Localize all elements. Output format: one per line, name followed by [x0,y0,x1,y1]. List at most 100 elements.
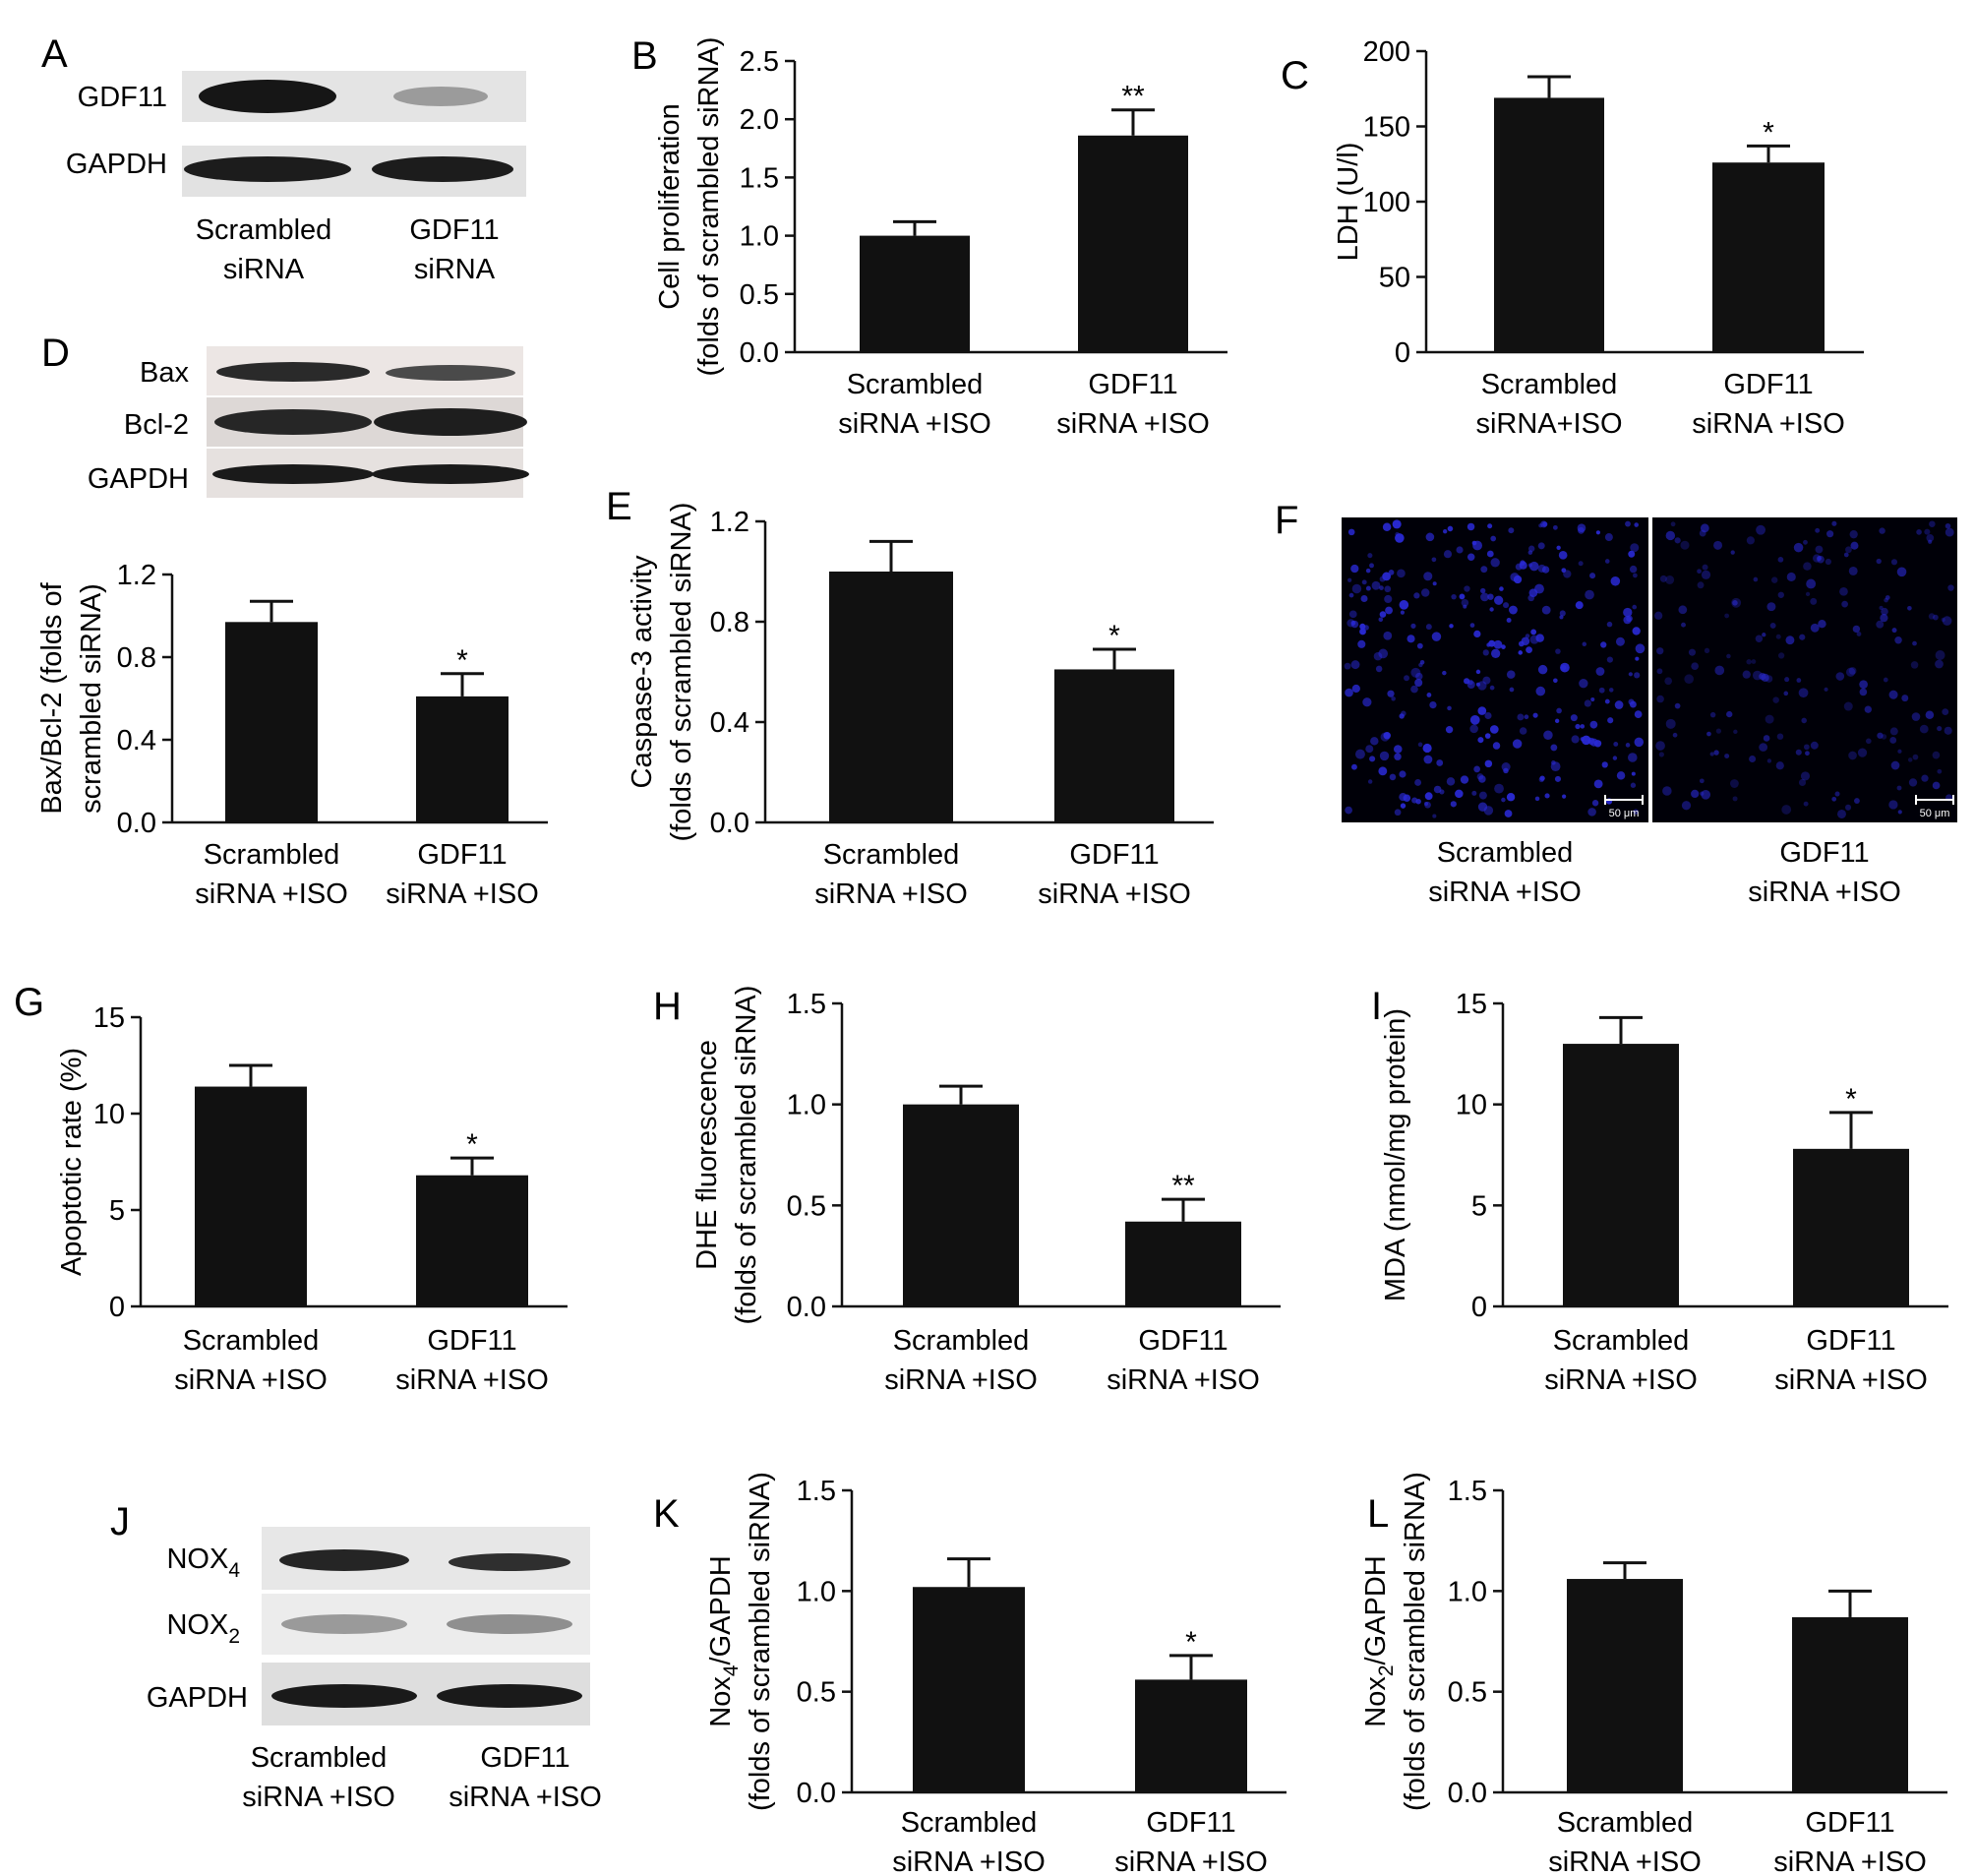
nucleus-dot [1628,550,1636,558]
nucleus-dot [1831,796,1837,802]
panel-b-y-axis-label: Cell proliferation [654,103,686,310]
nucleus-dot [1921,774,1929,782]
nucleus-dot [1854,798,1860,804]
panel-d-y-axis-label: Bax/Bcl-2 (folds of [36,581,68,814]
nucleus-dot [1460,775,1469,784]
nucleus-dot [1394,745,1403,754]
nucleus-dot [1384,585,1392,593]
panel-l-category-label: Scrambled [1557,1807,1694,1839]
nucleus-dot [1556,707,1562,714]
nucleus-dot [1890,559,1898,566]
blot-j-col-label: Scrambled [251,1742,388,1774]
nucleus-dot [1589,573,1596,579]
panel-b-letter: B [631,34,658,78]
panel-c-category-label: Scrambled [1481,369,1618,400]
nucleus-dot [1456,546,1464,554]
nucleus-dot [1362,697,1372,707]
nucleus-dot [1674,702,1681,709]
nucleus-dot [1425,624,1432,631]
nucleus-dot [1749,756,1757,763]
nucleus-dot [1478,775,1486,783]
nucleus-dot [1601,761,1608,768]
nucleus-dot [1534,583,1544,594]
blot-a-row-label: GAPDH [66,149,167,180]
nucleus-dot [1554,718,1560,723]
nucleus-dot [1379,611,1387,618]
panel-i-category-label: siRNA +ISO [1774,1364,1928,1396]
nucleus-dot [1697,569,1702,575]
panel-g-y-axis-label: Apoptotic rate (%) [56,1048,88,1276]
nucleus-dot [1935,650,1945,660]
nucleus-dot [1849,530,1858,539]
panel-d-significance: * [456,644,468,677]
nucleus-dot [1521,636,1530,645]
nucleus-dot [1704,647,1710,654]
nucleus-dot [1635,643,1646,654]
nucleus-dot [1506,793,1516,802]
blot-j-band-gapdh-sirna [437,1684,582,1708]
nucleus-dot [1561,568,1567,574]
nucleus-dot [1432,814,1437,818]
nucleus-dot [1482,676,1491,685]
panel-i-letter: I [1371,985,1382,1028]
blot-a-band-gapdh-sirna [372,156,513,182]
panel-c-y-tick-label: 200 [1363,36,1410,68]
nucleus-dot [1471,790,1477,796]
nucleus-dot [1713,750,1719,756]
nucleus-dot [1803,539,1808,545]
image-f-col-label: GDF11 [1779,837,1869,869]
panel-a-letter: A [41,32,68,76]
nucleus-dot [1604,698,1610,704]
nucleus-dot [1766,602,1776,612]
nucleus-dot [1888,800,1898,810]
nucleus-dot [1473,630,1481,638]
nucleus-dot [1359,628,1366,635]
scale-bar-label: 50 μm [1920,808,1950,819]
nucleus-dot [1451,593,1457,600]
nucleus-dot [1442,529,1448,534]
blot-a-band-gdf11-scrambled [199,80,336,113]
nucleus-dot [1423,572,1433,581]
nucleus-dot [1575,601,1584,610]
nucleus-dot [1361,579,1367,585]
nucleus-dot [1702,564,1708,571]
panel-c-bar [1494,97,1604,353]
nucleus-dot [1701,790,1711,800]
nucleus-dot [1803,801,1809,807]
panel-c-bar [1712,162,1825,352]
nucleus-dot [1755,635,1764,642]
nucleus-dot [1466,522,1475,531]
nucleus-dot [1613,742,1619,747]
nucleus-dot [1431,557,1437,563]
panel-h-significance: ** [1171,1170,1195,1202]
nucleus-dot [1535,686,1546,696]
nucleus-dot [1665,530,1676,541]
nucleus-dot [1796,678,1802,683]
nucleus-dot [1560,662,1570,673]
nucleus-dot [1665,575,1675,584]
panel-j: J NOX4 NOX2 GAPDH Scrambled siRNA +ISO G… [110,1500,602,1813]
panel-e-bar [1054,669,1174,822]
nucleus-dot [1608,688,1614,693]
nucleus-dot [1487,523,1493,529]
nucleus-dot [1389,773,1397,781]
panel-d-y-tick-label: 1.2 [117,560,156,591]
nucleus-dot [1401,710,1406,717]
panel-k-y-tick-label: 0.5 [797,1677,836,1709]
panel-h-category-label: Scrambled [893,1325,1030,1357]
nucleus-dot [1803,744,1810,751]
nucleus-dot [1732,796,1738,802]
nucleus-dot [1385,606,1393,615]
nucleus-dot [1491,648,1501,658]
nucleus-dot [1848,566,1858,575]
nucleus-dot [1793,542,1804,553]
nucleus-dot [1629,700,1637,708]
nucleus-dot [1360,595,1368,603]
nucleus-dot [1662,786,1672,796]
panel-d-letter: D [41,332,70,375]
nucleus-dot [1919,724,1929,734]
blot-j-col-label: siRNA +ISO [449,1782,602,1813]
nucleus-dot [1932,781,1941,790]
nucleus-dot [1681,622,1686,628]
